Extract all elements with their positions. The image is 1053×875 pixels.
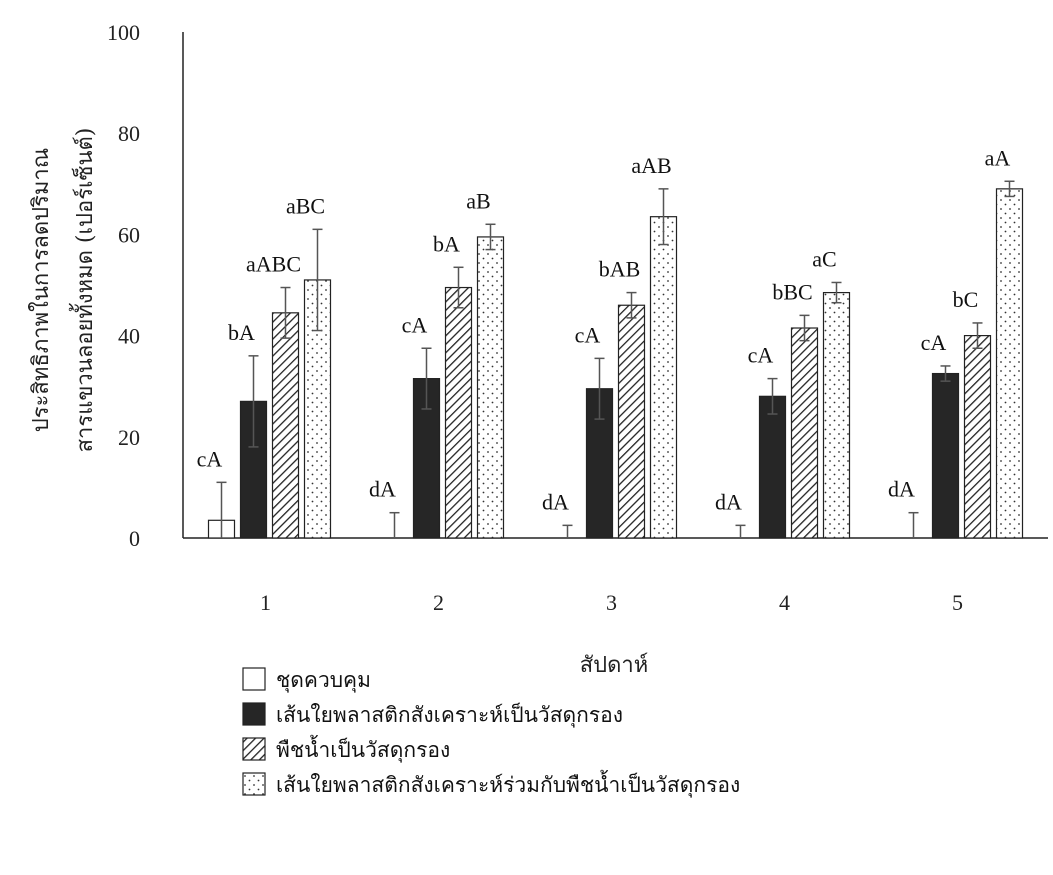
- significance-label: aB: [466, 188, 490, 213]
- legend-label: เส้นใยพลาสติกสังเคราะห์ร่วมกับพืชน้ำเป็น…: [276, 770, 740, 798]
- bar-diagonal: [617, 304, 646, 539]
- significance-label: aA: [985, 145, 1011, 170]
- bar-solid: [931, 372, 960, 539]
- significance-label: dA: [715, 489, 742, 514]
- legend-swatch-empty: [242, 667, 266, 691]
- significance-labels: cAbAaABCaBCdAcAbAaBdAcAbABaABdAcAbBCaCdA…: [197, 145, 1011, 514]
- y-axis-title-line-1: ประสิทธิภาพในการลดปริมาณ: [28, 148, 54, 432]
- bar-dots: [649, 216, 678, 539]
- significance-label: cA: [197, 446, 223, 471]
- bar-diagonal: [963, 335, 992, 539]
- y-tick-label: 40: [118, 324, 140, 349]
- error-bars: [216, 180, 1015, 538]
- significance-label: cA: [921, 330, 947, 355]
- y-tick-labels: 0 20 40 60 80 100: [107, 20, 140, 551]
- x-tick-label: 1: [260, 590, 271, 615]
- x-tick-label: 3: [606, 590, 617, 615]
- significance-label: bBC: [772, 279, 812, 304]
- legend-label: เส้นใยพลาสติกสังเคราะห์เป็นวัสดุกรอง: [276, 701, 623, 728]
- significance-label: bA: [433, 231, 460, 256]
- legend-swatch-diagonal: [242, 737, 266, 761]
- significance-label: aC: [812, 246, 836, 271]
- bar-diagonal: [790, 327, 819, 539]
- significance-label: aAB: [631, 153, 671, 178]
- bar-diagonal: [271, 312, 300, 539]
- y-tick-label: 60: [118, 222, 140, 247]
- x-tick-label: 2: [433, 590, 444, 615]
- bar-diagonal: [444, 286, 473, 539]
- bars: [207, 188, 1024, 539]
- significance-label: aABC: [246, 252, 301, 277]
- legend-label: ชุดควบคุม: [276, 668, 371, 693]
- significance-label: bA: [228, 320, 255, 345]
- significance-label: aBC: [286, 193, 325, 218]
- significance-label: cA: [575, 322, 601, 347]
- y-tick-label: 80: [118, 121, 140, 146]
- significance-label: cA: [748, 343, 774, 368]
- significance-label: dA: [542, 489, 569, 514]
- x-tick-label: 5: [952, 590, 963, 615]
- bar-dots: [995, 188, 1024, 539]
- bar-dots: [476, 236, 505, 539]
- x-tick-labels: 1 2 3 4 5: [260, 590, 963, 615]
- y-tick-label: 0: [129, 526, 140, 551]
- x-axis-title: สัปดาห์: [580, 653, 649, 678]
- y-tick-label: 20: [118, 425, 140, 450]
- significance-label: bC: [953, 287, 979, 312]
- significance-label: bAB: [599, 257, 641, 282]
- significance-label: dA: [888, 477, 915, 502]
- legend: ชุดควบคุมเส้นใยพลาสติกสังเคราะห์เป็นวัสด…: [242, 667, 740, 798]
- significance-label: cA: [402, 312, 428, 337]
- legend-swatch-solid: [242, 702, 266, 726]
- bar-dots: [822, 291, 851, 539]
- legend-label: พืชน้ำเป็นวัสดุกรอง: [276, 735, 450, 763]
- y-axis-title-line-2: สารแขวนลอยทั้งหมด (เปอร์เซ็นต์): [69, 128, 98, 453]
- significance-label: dA: [369, 477, 396, 502]
- x-tick-label: 4: [779, 590, 790, 615]
- y-tick-label: 100: [107, 20, 140, 45]
- bar-solid: [758, 395, 787, 539]
- legend-swatch-dots: [242, 772, 266, 796]
